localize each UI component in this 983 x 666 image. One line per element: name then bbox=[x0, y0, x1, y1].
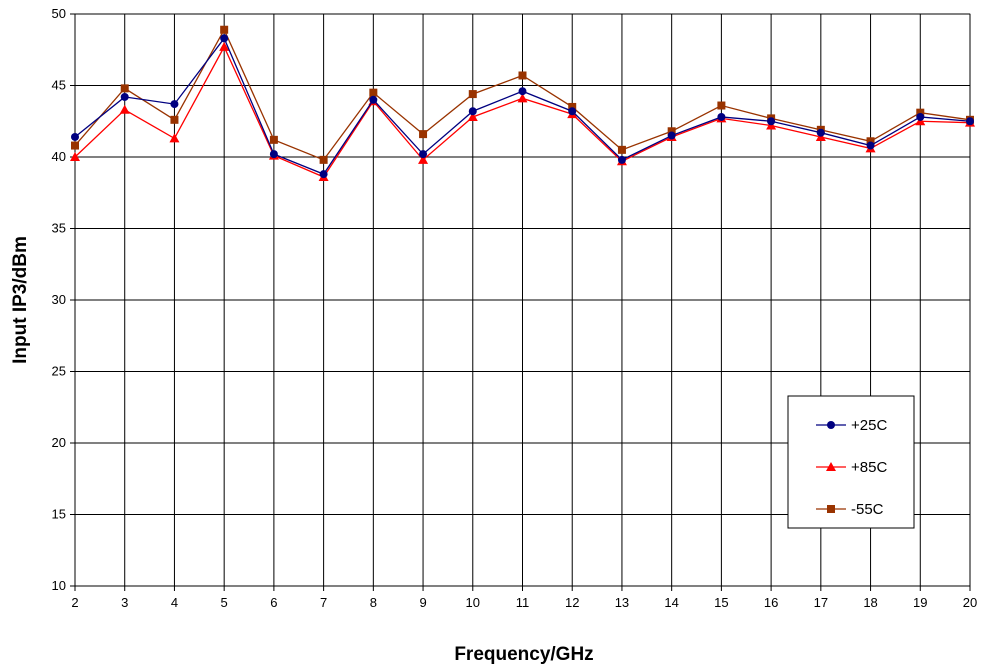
data-point bbox=[369, 88, 378, 97]
x-tick-label: 2 bbox=[71, 595, 78, 610]
y-axis-title: Input IP3/dBm bbox=[10, 236, 31, 364]
y-tick-label: 35 bbox=[52, 221, 66, 236]
series-25c bbox=[71, 34, 974, 179]
legend: +25C +85C -55C bbox=[787, 395, 915, 529]
y-tick-label: 45 bbox=[52, 78, 66, 93]
data-point bbox=[568, 102, 577, 111]
data-point bbox=[419, 150, 428, 159]
x-tick-label: 3 bbox=[121, 595, 128, 610]
data-point bbox=[468, 107, 477, 116]
x-tick-label: 4 bbox=[171, 595, 178, 610]
data-point bbox=[418, 154, 429, 164]
data-point bbox=[568, 107, 577, 116]
data-point bbox=[71, 141, 79, 150]
data-point bbox=[767, 117, 776, 126]
data-point bbox=[966, 117, 974, 126]
x-tick-label: 14 bbox=[664, 595, 678, 610]
data-point bbox=[219, 41, 230, 51]
x-axis-title: Frequency/GHz bbox=[454, 644, 593, 665]
legend-box bbox=[787, 395, 915, 529]
legend-label: +85C bbox=[851, 459, 887, 476]
x-axis-ticks: 2 3 4 5 6 7 8 9 10 11 12 13 14 15 16 17 18 19 20 bbox=[71, 586, 977, 610]
y-tick-label: 50 bbox=[52, 6, 66, 21]
data-point bbox=[119, 104, 130, 114]
data-point bbox=[269, 135, 278, 144]
legend-item: -55C bbox=[816, 501, 884, 518]
legend-marker bbox=[827, 421, 835, 429]
data-point bbox=[419, 130, 428, 139]
data-point bbox=[120, 84, 129, 93]
x-tick-label: 15 bbox=[714, 595, 728, 610]
data-point bbox=[916, 112, 925, 121]
x-tick-label: 12 bbox=[565, 595, 579, 610]
data-point bbox=[518, 71, 527, 80]
x-tick-label: 11 bbox=[516, 595, 530, 610]
series-85c bbox=[70, 41, 975, 182]
y-axis-ticks: 10 15 20 25 30 35 40 45 50 bbox=[52, 6, 75, 593]
x-tick-label: 10 bbox=[466, 595, 480, 610]
y-tick-label: 15 bbox=[52, 507, 66, 522]
data-point bbox=[617, 145, 626, 154]
legend-label: -55C bbox=[851, 501, 884, 518]
x-tick-label: 18 bbox=[863, 595, 877, 610]
data-point bbox=[468, 90, 477, 99]
data-point bbox=[916, 108, 925, 117]
data-point bbox=[169, 133, 180, 143]
x-tick-label: 8 bbox=[370, 595, 377, 610]
data-point bbox=[71, 132, 79, 141]
data-point bbox=[369, 95, 378, 104]
x-tick-label: 20 bbox=[963, 595, 977, 610]
data-point bbox=[70, 152, 80, 161]
data-point bbox=[220, 34, 229, 43]
x-tick-label: 9 bbox=[419, 595, 426, 610]
y-tick-label: 40 bbox=[52, 149, 66, 164]
data-point bbox=[269, 150, 278, 159]
x-tick-label: 13 bbox=[615, 595, 629, 610]
legend-label: +25C bbox=[851, 417, 887, 434]
data-point bbox=[220, 25, 229, 34]
legend-marker bbox=[826, 462, 836, 471]
data-point bbox=[518, 87, 527, 96]
legend-item: +25C bbox=[816, 417, 887, 434]
x-tick-label: 19 bbox=[913, 595, 927, 610]
data-point bbox=[120, 92, 129, 101]
x-tick-label: 6 bbox=[270, 595, 277, 610]
x-tick-label: 17 bbox=[814, 595, 828, 610]
legend-item: +85C bbox=[816, 459, 887, 476]
data-point bbox=[170, 115, 179, 124]
data-point bbox=[717, 101, 726, 110]
data-point bbox=[816, 128, 825, 137]
x-tick-label: 16 bbox=[764, 595, 778, 610]
data-point bbox=[617, 155, 626, 164]
legend-marker bbox=[827, 505, 835, 513]
data-point bbox=[319, 155, 328, 164]
grid bbox=[74, 13, 971, 587]
x-tick-label: 5 bbox=[221, 595, 228, 610]
x-tick-label: 7 bbox=[320, 595, 327, 610]
data-point bbox=[319, 170, 328, 179]
data-point bbox=[467, 111, 478, 121]
data-point bbox=[866, 137, 875, 146]
y-tick-label: 30 bbox=[52, 292, 66, 307]
data-point bbox=[866, 141, 875, 150]
series-group bbox=[70, 25, 975, 182]
data-point bbox=[517, 93, 528, 103]
data-point bbox=[667, 127, 676, 136]
data-point bbox=[667, 131, 676, 140]
data-point bbox=[170, 100, 179, 109]
data-point bbox=[717, 112, 726, 121]
y-tick-label: 20 bbox=[52, 435, 66, 450]
y-tick-label: 25 bbox=[52, 364, 66, 379]
y-tick-label: 10 bbox=[52, 578, 66, 593]
